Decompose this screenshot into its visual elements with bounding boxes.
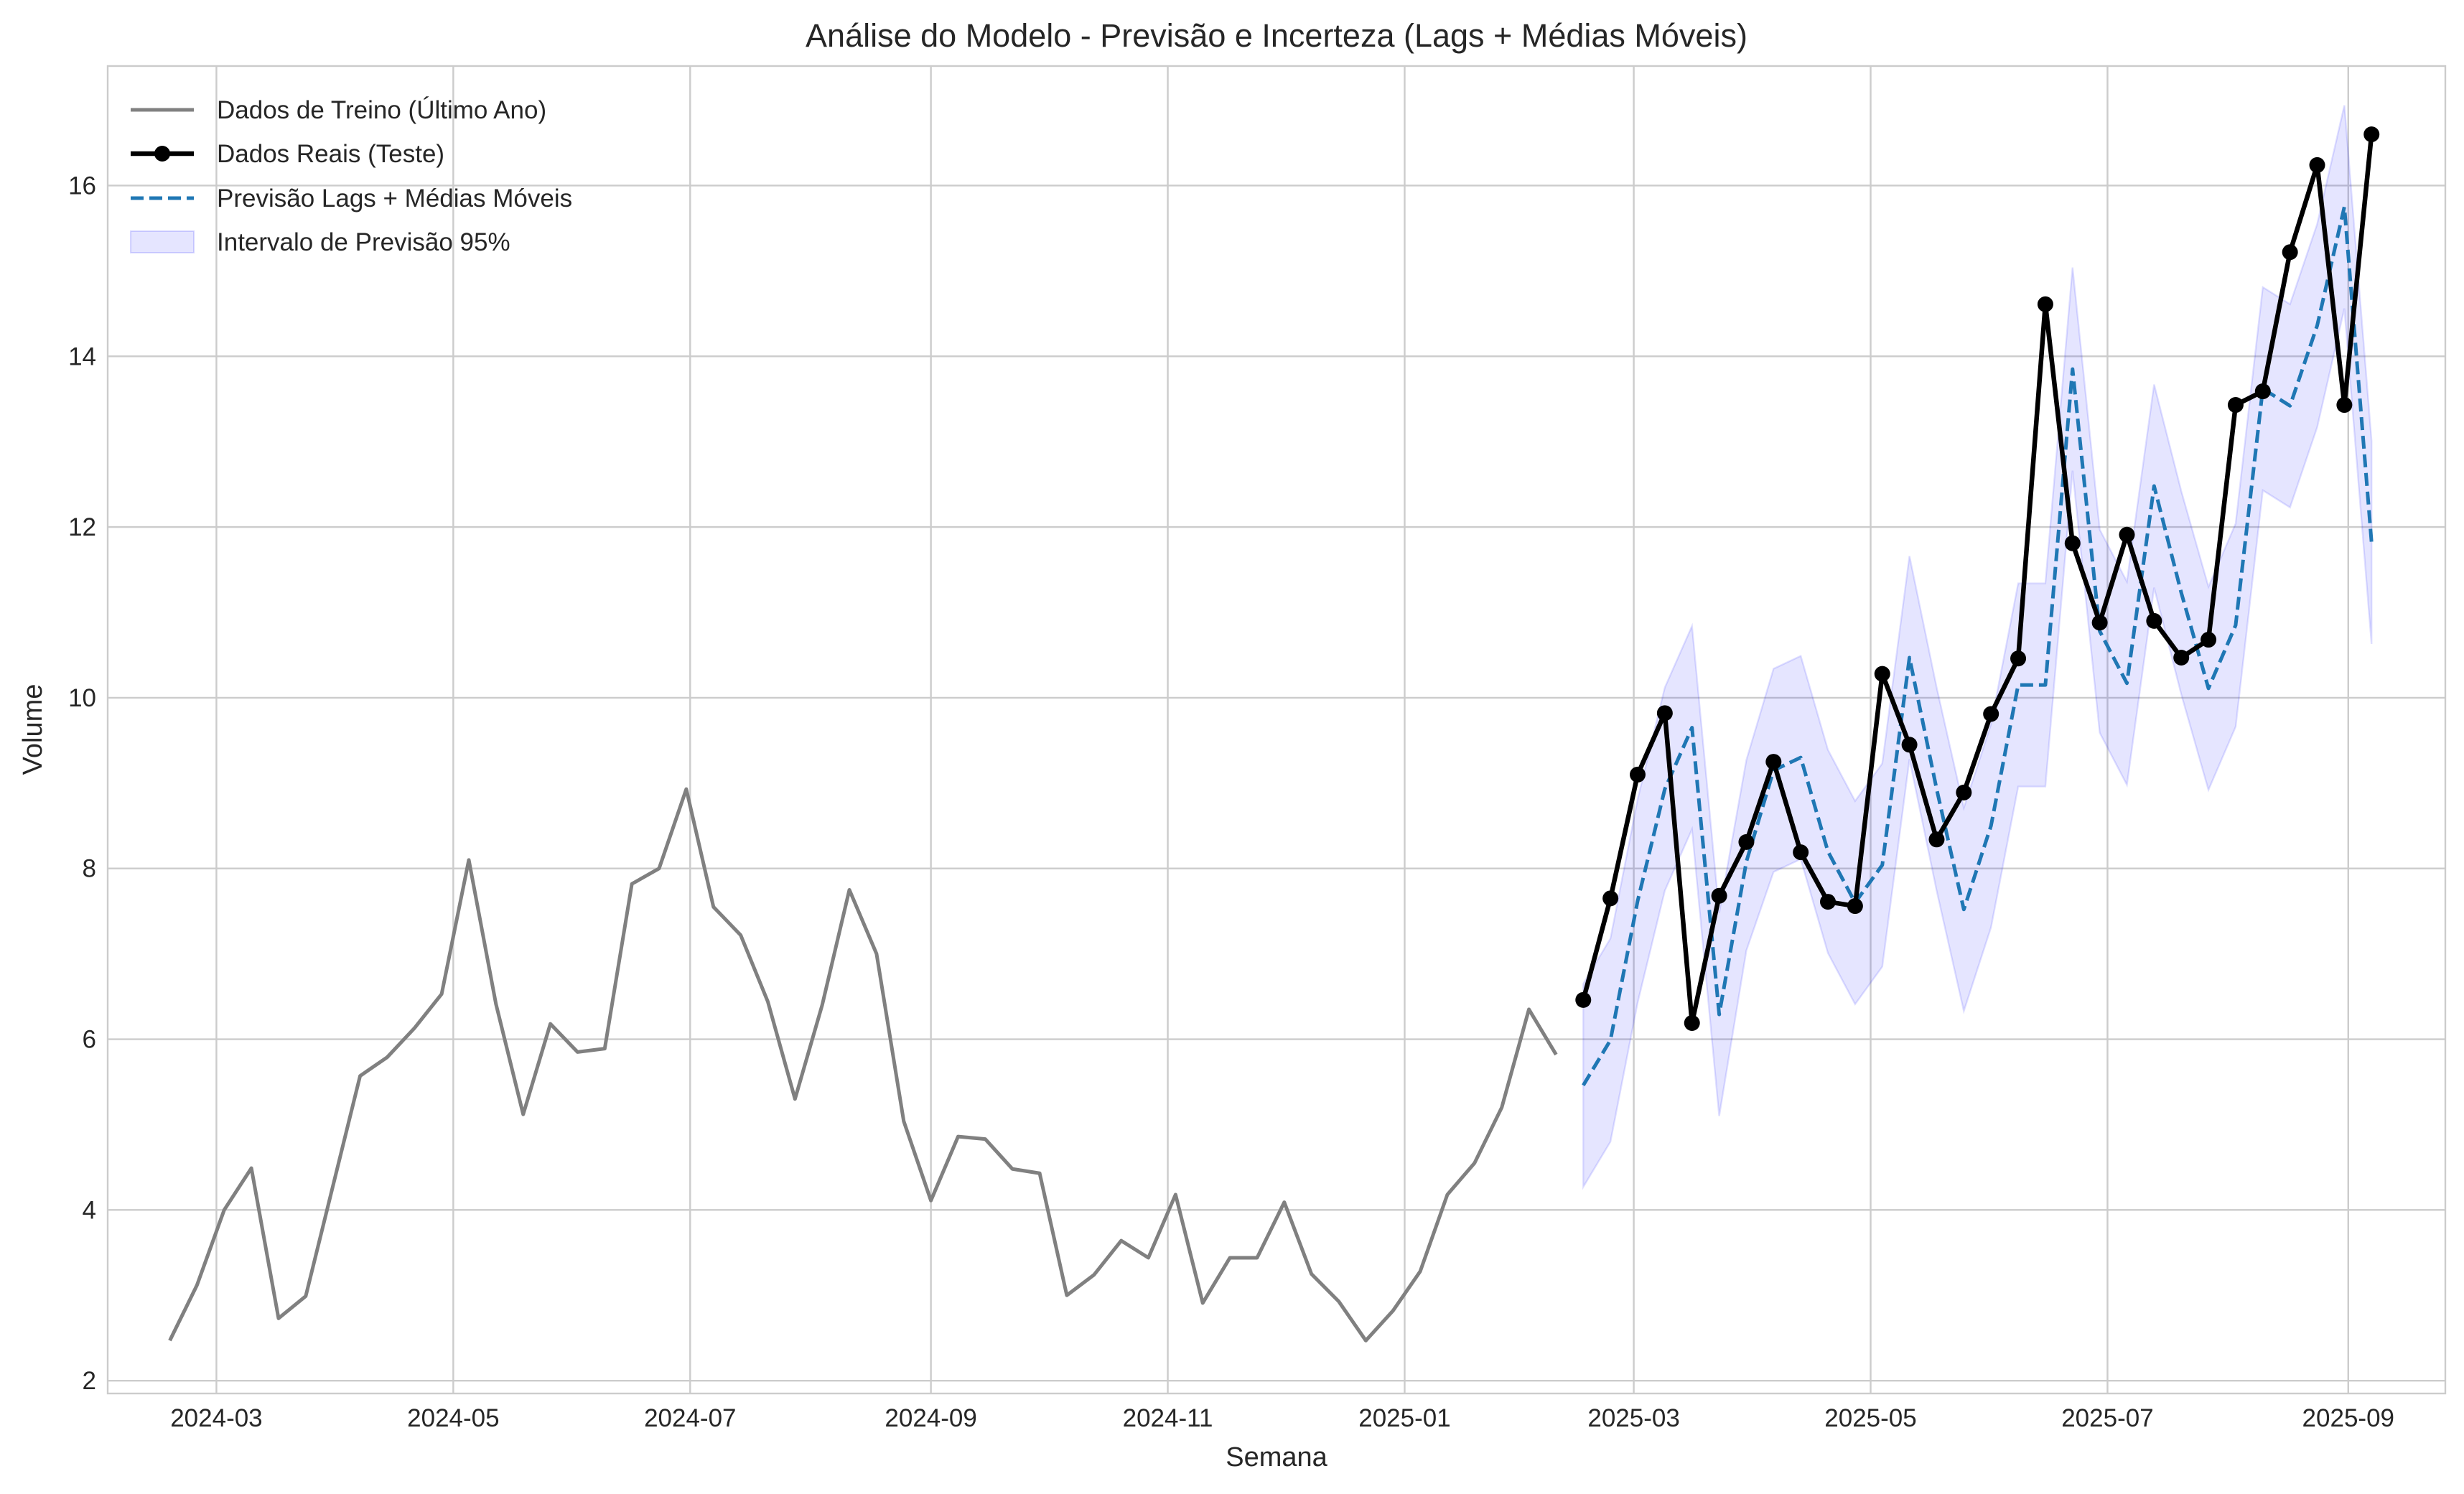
legend-label: Dados Reais (Teste) bbox=[217, 140, 444, 168]
y-axis-label: Volume bbox=[18, 684, 48, 775]
actual-point bbox=[1847, 898, 1863, 915]
actual-point bbox=[1820, 894, 1837, 910]
legend-item: Dados de Treino (Último Ano) bbox=[131, 96, 546, 124]
train-line bbox=[168, 787, 1558, 1343]
y-tick-label: 16 bbox=[68, 172, 96, 200]
actual-point bbox=[1793, 844, 1809, 861]
y-tick-label: 12 bbox=[68, 513, 96, 541]
legend: Dados de Treino (Último Ano) Dados Reais … bbox=[130, 96, 572, 256]
actual-point bbox=[1602, 890, 1619, 907]
actual-point bbox=[2282, 244, 2298, 261]
legend-actual-marker bbox=[154, 146, 170, 162]
x-tick-label: 2024-03 bbox=[170, 1404, 262, 1432]
prediction-interval-band bbox=[1582, 105, 2373, 1190]
forecast-series bbox=[1582, 205, 2374, 1087]
interval-area bbox=[1582, 105, 2373, 1190]
x-tick-label: 2025-05 bbox=[1824, 1404, 1916, 1432]
actual-point bbox=[2010, 650, 2027, 667]
actual-point bbox=[1575, 991, 1592, 1008]
actual-point bbox=[2119, 526, 2135, 543]
x-tick-labels: 2024-03 2024-05 2024-07 2024-09 2024-11 2025-… bbox=[170, 1404, 2394, 1432]
train-series bbox=[168, 787, 1558, 1343]
actual-point bbox=[1765, 754, 1782, 770]
actual-point bbox=[1738, 834, 1755, 850]
actual-point bbox=[1983, 706, 1999, 722]
actual-point bbox=[1874, 666, 1890, 682]
x-tick-label: 2025-07 bbox=[2061, 1404, 2153, 1432]
y-tick-label: 8 bbox=[83, 855, 96, 883]
legend-item: Intervalo de Previsão 95% bbox=[130, 228, 510, 256]
actual-point bbox=[2146, 612, 2162, 629]
y-tick-label: 6 bbox=[83, 1026, 96, 1054]
x-axis-label: Semana bbox=[1226, 1442, 1327, 1472]
x-tick-label: 2024-11 bbox=[1123, 1404, 1213, 1432]
actual-point bbox=[1684, 1014, 1700, 1031]
actual-point bbox=[2309, 157, 2325, 173]
actual-point bbox=[1656, 705, 1673, 722]
x-tick-label: 2025-03 bbox=[1587, 1404, 1679, 1432]
x-tick-label: 2024-09 bbox=[885, 1404, 976, 1432]
actual-point bbox=[2091, 615, 2108, 631]
legend-label: Previsão Lags + Médias Móveis bbox=[217, 185, 572, 213]
y-tick-label: 10 bbox=[68, 684, 96, 712]
grid bbox=[108, 66, 2445, 1393]
chart-title: Análise do Modelo - Previsão e Incerteza… bbox=[806, 17, 1747, 54]
legend-item: Previsão Lags + Médias Móveis bbox=[131, 185, 572, 213]
actual-point bbox=[2336, 397, 2353, 414]
legend-label: Dados de Treino (Último Ano) bbox=[217, 96, 546, 124]
actual-point bbox=[1928, 831, 1945, 848]
actual-point bbox=[2173, 650, 2190, 666]
plot-frame bbox=[106, 65, 2447, 1395]
actual-point bbox=[2201, 632, 2217, 648]
actual-point bbox=[1711, 887, 1727, 904]
y-tick-label: 4 bbox=[83, 1196, 96, 1224]
actual-point bbox=[1630, 766, 1646, 783]
legend-label: Intervalo de Previsão 95% bbox=[217, 228, 510, 256]
y-tick-label: 2 bbox=[83, 1367, 96, 1395]
legend-interval-swatch bbox=[130, 230, 195, 253]
y-tick-label: 14 bbox=[68, 342, 96, 370]
actual-series bbox=[1575, 126, 2380, 1031]
actual-point bbox=[2037, 296, 2053, 312]
actual-point bbox=[1901, 737, 1918, 753]
x-tick-label: 2025-09 bbox=[2302, 1404, 2394, 1432]
actual-point bbox=[2227, 397, 2244, 414]
actual-point bbox=[1956, 784, 1972, 800]
x-tick-label: 2024-05 bbox=[407, 1404, 499, 1432]
actual-point bbox=[2064, 535, 2081, 551]
actual-point bbox=[2254, 383, 2271, 400]
y-tick-labels: 2 4 6 8 10 12 14 16 bbox=[68, 172, 96, 1395]
x-tick-label: 2024-07 bbox=[644, 1404, 736, 1432]
actual-point bbox=[2363, 126, 2380, 143]
forecast-line bbox=[1582, 205, 2374, 1087]
legend-item: Dados Reais (Teste) bbox=[131, 140, 444, 168]
x-tick-label: 2025-01 bbox=[1358, 1404, 1450, 1432]
